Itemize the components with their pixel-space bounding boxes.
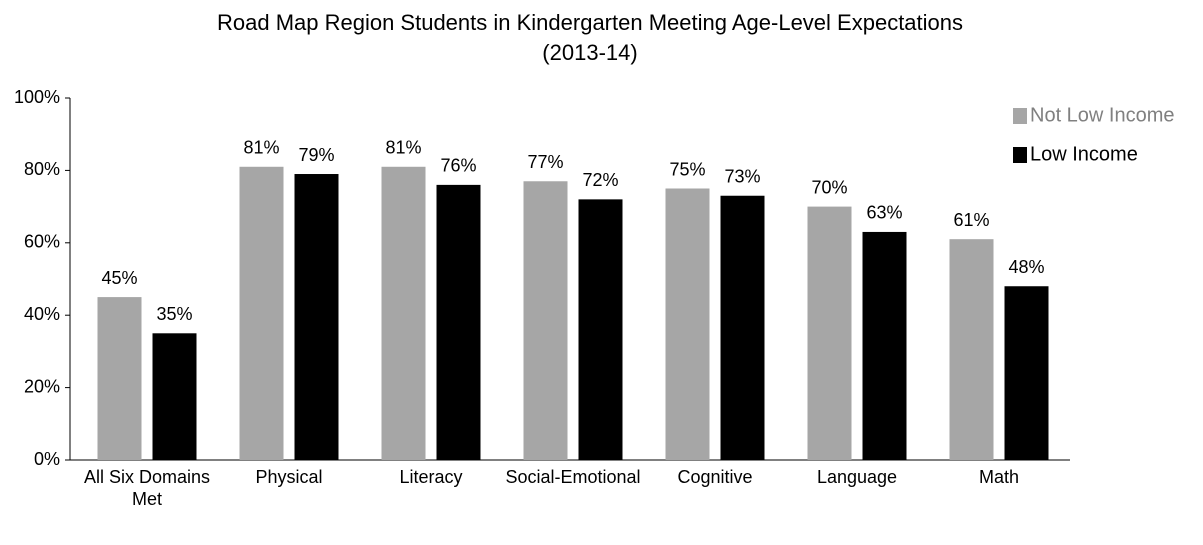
chart-title: (2013-14) — [542, 40, 637, 65]
x-tick-label-box: All Six Domains Met — [83, 467, 211, 509]
legend-label: Not Low Income — [1030, 104, 1175, 126]
y-tick-label: 80% — [24, 159, 60, 179]
bar — [381, 166, 426, 460]
bar — [436, 184, 481, 460]
bar — [807, 206, 852, 460]
y-tick-label: 40% — [24, 304, 60, 324]
value-label: 35% — [156, 304, 192, 324]
y-tick-label: 0% — [34, 449, 60, 469]
bar — [720, 195, 765, 461]
value-label: 63% — [866, 203, 902, 223]
x-tick-label-box: Math — [978, 467, 1020, 487]
y-tick-label: 20% — [24, 376, 60, 396]
value-label: 61% — [953, 210, 989, 230]
chart-title: Road Map Region Students in Kindergarten… — [217, 10, 963, 35]
x-tick-label: Social-Emotional — [505, 467, 641, 487]
bar — [152, 333, 197, 460]
bar — [294, 174, 339, 460]
value-label: 77% — [527, 152, 563, 172]
x-tick-label-box: Physical — [255, 467, 323, 487]
x-tick-label-box: Language — [816, 467, 898, 487]
bar — [97, 297, 142, 460]
bar — [523, 181, 568, 460]
x-tick-label: Language — [816, 467, 898, 487]
y-tick-label: 60% — [24, 232, 60, 252]
value-label: 75% — [669, 159, 705, 179]
x-tick-label: All Six Domains Met — [83, 467, 211, 509]
legend-swatch — [1013, 147, 1027, 163]
bar — [665, 188, 710, 460]
x-tick-label-box: Literacy — [399, 467, 463, 487]
x-tick-label: Physical — [255, 467, 323, 487]
value-label: 79% — [298, 145, 334, 165]
bar — [862, 231, 907, 460]
value-label: 76% — [440, 156, 476, 176]
x-tick-label: Cognitive — [677, 467, 753, 487]
x-tick-label: Math — [978, 467, 1020, 487]
value-label: 45% — [101, 268, 137, 288]
value-label: 81% — [243, 138, 279, 158]
legend-label: Low Income — [1030, 143, 1138, 165]
x-tick-label-box: Social-Emotional — [505, 467, 641, 487]
value-label: 48% — [1008, 257, 1044, 277]
bar — [1004, 286, 1049, 460]
value-label: 70% — [811, 177, 847, 197]
x-tick-label-box: Cognitive — [677, 467, 753, 487]
y-tick-label: 100% — [14, 87, 60, 107]
bar — [578, 199, 623, 461]
x-tick-label: Literacy — [399, 467, 463, 487]
bar — [239, 166, 284, 460]
value-label: 73% — [724, 166, 760, 186]
bar — [949, 239, 994, 460]
value-label: 81% — [385, 138, 421, 158]
legend-swatch — [1013, 108, 1027, 124]
value-label: 72% — [582, 170, 618, 190]
